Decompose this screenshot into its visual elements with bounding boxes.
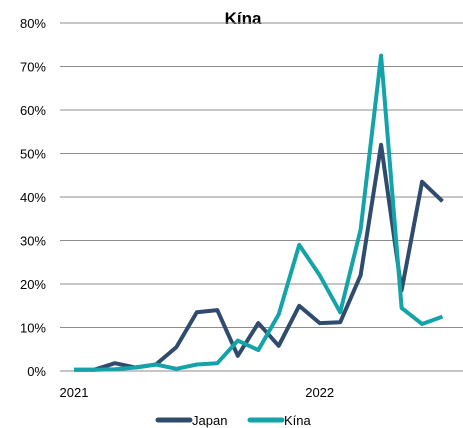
gridlines <box>60 22 463 372</box>
legend-label-kina: Kína <box>284 413 312 428</box>
chart-title: Kína <box>225 9 262 28</box>
y-axis-ticks: 0% 10% 20% 30% 40% 50% 60% 70% 80% <box>20 16 46 379</box>
y-tick-label: 50% <box>20 147 46 162</box>
x-axis-ticks: 2021 2022 <box>60 385 335 400</box>
legend-label-japan: Japan <box>192 413 227 428</box>
legend: Japan Kína <box>155 413 312 428</box>
y-tick-label: 60% <box>20 103 46 118</box>
series-lines <box>74 53 444 372</box>
series-line-k-na <box>74 53 444 372</box>
y-tick-label: 10% <box>20 321 46 336</box>
y-tick-label: 40% <box>20 190 46 205</box>
y-tick-label: 20% <box>20 277 46 292</box>
y-tick-label: 70% <box>20 60 46 75</box>
y-tick-label: 0% <box>27 364 46 379</box>
x-tick-label: 2021 <box>60 385 89 400</box>
x-tick-label: 2022 <box>305 385 334 400</box>
y-tick-label: 30% <box>20 234 46 249</box>
y-tick-label: 80% <box>20 16 46 31</box>
series-line-japan <box>74 142 444 372</box>
